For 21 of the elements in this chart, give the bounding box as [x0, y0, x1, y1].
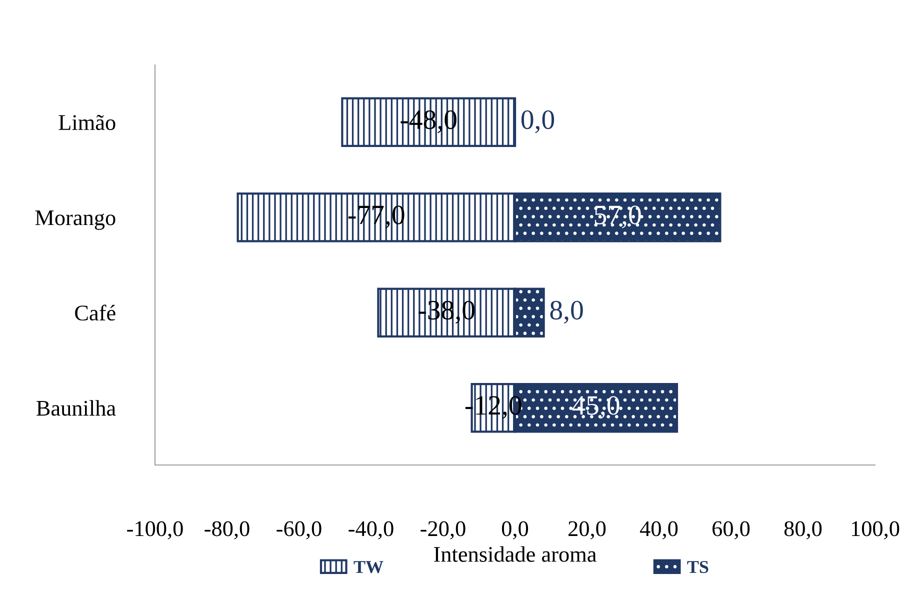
x-tick-label: 60,0 — [712, 521, 750, 540]
y-tick-label: Café — [75, 304, 116, 321]
x-tick-label: 80,0 — [784, 521, 822, 540]
legend-label: TS — [687, 560, 708, 574]
data-label: 0,0 — [521, 110, 554, 134]
x-tick-label: -40,0 — [348, 521, 394, 540]
data-label: 8,0 — [550, 300, 583, 324]
x-tick-label: -100,0 — [127, 521, 183, 540]
y-tick-label: Baunilha — [36, 400, 116, 416]
x-tick-label: 100,0 — [852, 521, 900, 540]
x-tick-label: -80,0 — [204, 521, 250, 540]
bar — [341, 97, 516, 147]
x-axis-title: Intensidade aroma — [434, 546, 596, 562]
x-tick-label: 20,0 — [568, 521, 606, 540]
legend-label: TW — [354, 561, 384, 574]
y-tick-label: Morango — [35, 210, 116, 230]
y-tick-label: Limão — [58, 114, 116, 130]
x-tick-label: 40,0 — [640, 521, 678, 540]
x-tick-label: -60,0 — [276, 521, 322, 540]
x-tick-label: 0,0 — [502, 521, 528, 540]
x-tick-label: -20,0 — [420, 521, 466, 540]
